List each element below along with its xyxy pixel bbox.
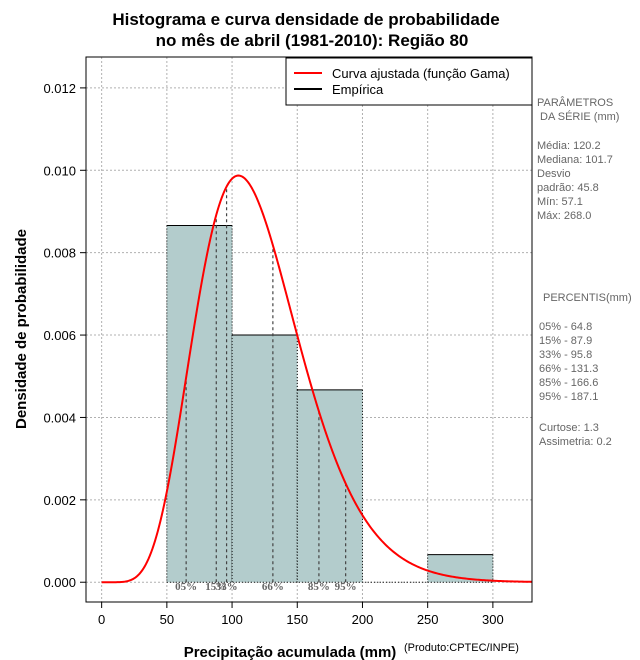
histogram-bars bbox=[166, 224, 494, 583]
percentis-title: PERCENTIS(mm) bbox=[543, 292, 632, 304]
percentil-row: 95% - 187.1 bbox=[539, 391, 598, 403]
stat-max: Máx: 268.0 bbox=[537, 210, 591, 222]
percentil-row: 05% - 64.8 bbox=[539, 321, 592, 333]
histogram-bar bbox=[297, 389, 363, 583]
percentile-label: 95% bbox=[335, 581, 357, 593]
stat-curtose: Curtose: 1.3 bbox=[539, 422, 599, 434]
x-tick-label: 150 bbox=[286, 612, 308, 627]
legend-label-curve: Curva ajustada (função Gama) bbox=[332, 66, 510, 81]
y-tick-label: 0.006 bbox=[43, 328, 76, 343]
histogram-bar bbox=[166, 225, 233, 583]
stat-media: Média: 120.2 bbox=[537, 140, 601, 152]
y-tick-label: 0.004 bbox=[43, 410, 76, 425]
x-tick-label: 0 bbox=[98, 612, 105, 627]
percentile-label: 15% bbox=[205, 581, 227, 593]
x-axis-ticks: 0 50 100 150 200 250 300 bbox=[98, 602, 504, 627]
stat-desvio-2: padrão: 45.8 bbox=[537, 182, 599, 194]
legend-label-empirical: Empírica bbox=[332, 82, 384, 97]
params-title-2: DA SÉRIE (mm) bbox=[540, 110, 619, 123]
percentil-row: 15% - 87.9 bbox=[539, 335, 592, 347]
x-tick-label: 50 bbox=[160, 612, 174, 627]
y-tick-label: 0.012 bbox=[43, 81, 76, 96]
y-tick-label: 0.010 bbox=[43, 163, 76, 178]
plot-frame bbox=[85, 56, 533, 603]
legend: Curva ajustada (função Gama) Empírica bbox=[285, 57, 533, 106]
x-tick-label: 100 bbox=[221, 612, 243, 627]
chart-title-line1: Histograma e curva densidade de probabil… bbox=[112, 10, 499, 29]
stat-assimetria: Assimetria: 0.2 bbox=[539, 436, 612, 448]
y-tick-label: 0.002 bbox=[43, 493, 76, 508]
histogram-bar bbox=[232, 335, 298, 583]
percentil-row: 33% - 95.8 bbox=[539, 349, 592, 361]
x-tick-label: 200 bbox=[352, 612, 374, 627]
percentil-row: 66% - 131.3 bbox=[539, 363, 598, 375]
params-title-1: PARÂMETROS bbox=[537, 96, 613, 109]
x-tick-label: 250 bbox=[417, 612, 439, 627]
y-axis-label: Densidade de probabilidade bbox=[13, 229, 30, 429]
stat-min: Mín: 57.1 bbox=[537, 196, 583, 208]
percentil-row: 85% - 166.6 bbox=[539, 377, 598, 389]
legend-box bbox=[285, 57, 533, 106]
percentile-label: 05% bbox=[175, 581, 197, 593]
y-tick-label: 0.000 bbox=[43, 575, 76, 590]
product-credit: (Produto:CPTEC/INPE) bbox=[404, 642, 519, 654]
percentile-label: 85% bbox=[308, 581, 330, 593]
percentile-lines bbox=[185, 186, 347, 583]
percentile-label: 33% bbox=[216, 581, 238, 593]
chart-title-line2: no mês de abril (1981-2010): Região 80 bbox=[156, 31, 469, 50]
y-axis-ticks: 0.000 0.002 0.004 0.006 0.008 0.010 0.012 bbox=[43, 81, 86, 590]
x-tick-label: 300 bbox=[482, 612, 504, 627]
percentile-label: 66% bbox=[262, 581, 284, 593]
density-curve-group bbox=[101, 174, 533, 584]
stats-panel: PARÂMETROS DA SÉRIE (mm) Média: 120.2 Me… bbox=[537, 96, 632, 448]
stat-mediana: Mediana: 101.7 bbox=[537, 154, 613, 166]
density-curve bbox=[101, 174, 533, 584]
stat-desvio-1: Desvio bbox=[537, 168, 571, 180]
x-axis-label: Precipitação acumulada (mm) bbox=[184, 644, 397, 660]
percentile-labels: 05% 15%33% 66% 85% 95% bbox=[175, 581, 356, 593]
y-tick-label: 0.008 bbox=[43, 246, 76, 261]
